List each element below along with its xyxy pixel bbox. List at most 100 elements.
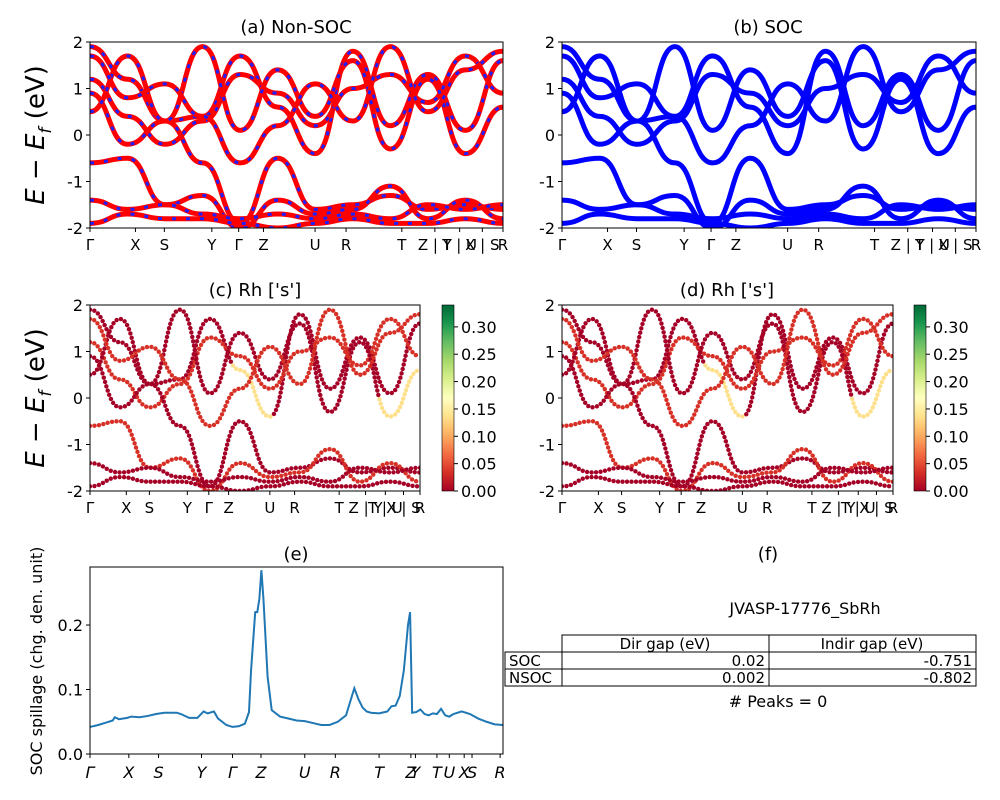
kpoint-label: T | U <box>914 236 950 254</box>
projection-dot <box>389 316 394 322</box>
projection-dot <box>221 367 226 372</box>
projection-dot <box>125 379 130 385</box>
projection-dot <box>563 370 569 376</box>
projection-dot <box>670 472 675 477</box>
projection-dot <box>651 479 657 484</box>
projection-dot <box>102 379 108 385</box>
projection-dot <box>184 429 190 434</box>
projection-dot <box>746 373 751 378</box>
panel-c-plot-area <box>90 305 420 491</box>
projection-dot <box>286 371 291 376</box>
projection-dot <box>826 370 831 376</box>
projection-dot <box>608 348 614 353</box>
projection-dot <box>602 386 607 392</box>
projection-dot <box>413 465 418 471</box>
projection-dot <box>393 461 398 467</box>
projection-dot <box>672 382 678 388</box>
projection-dot <box>330 308 336 313</box>
projection-dot <box>785 366 790 371</box>
projection-dot <box>330 484 335 489</box>
kpoint-label: R <box>415 499 425 517</box>
projection-dot <box>607 361 613 367</box>
projection-dot <box>598 469 603 474</box>
projection-dot <box>256 377 262 383</box>
projection-dot <box>751 473 756 479</box>
kpoint-label: S <box>617 499 627 517</box>
projection-dot <box>223 345 228 350</box>
projection-dot <box>111 321 116 326</box>
projection-dot <box>158 380 164 386</box>
projection-dot <box>292 470 297 475</box>
projection-dot <box>158 365 163 370</box>
projection-dot <box>593 377 598 383</box>
projection-dot <box>702 464 707 469</box>
projection-dot <box>100 318 105 324</box>
projection-dot <box>179 479 185 484</box>
projection-dot <box>564 423 569 428</box>
projection-dot <box>824 484 830 489</box>
projection-dot <box>577 345 583 351</box>
projection-dot <box>800 479 805 484</box>
projection-dot <box>666 459 671 464</box>
projection-dot <box>400 468 405 474</box>
projection-dot <box>92 308 97 313</box>
projection-dot <box>860 479 865 484</box>
projection-dot <box>665 352 671 357</box>
projection-dot <box>661 389 666 394</box>
projection-dot <box>685 336 691 341</box>
projection-dot <box>358 372 363 377</box>
projection-dot <box>657 429 662 434</box>
kpoint-label: S <box>145 499 155 517</box>
projection-dot <box>318 337 324 343</box>
projection-dot <box>880 345 885 351</box>
kpoint-label: U <box>737 499 748 517</box>
projection-dot <box>364 465 370 471</box>
projection-dot <box>675 318 681 324</box>
projection-dot <box>174 382 179 387</box>
projection-dot <box>334 484 340 489</box>
projection-dot <box>720 475 726 481</box>
projection-dot <box>116 377 122 382</box>
kpoint-label: Γ <box>205 499 214 517</box>
projection-dot <box>671 378 676 384</box>
projection-dot <box>785 344 790 350</box>
projection-dot <box>701 351 707 356</box>
projection-dot <box>286 359 291 364</box>
projection-dot <box>171 313 176 318</box>
projection-dot <box>883 371 889 377</box>
projection-dot <box>705 353 711 358</box>
projection-dot <box>219 485 225 490</box>
projection-dot <box>594 319 599 324</box>
projection-dot <box>630 365 635 371</box>
projection-dot <box>388 414 394 419</box>
ytick-label: 0.2 <box>58 616 83 635</box>
projection-dot <box>714 355 720 360</box>
projection-dot <box>371 355 376 361</box>
kpoint-label: U <box>264 499 275 517</box>
projection-dot <box>809 398 814 404</box>
projection-dot <box>336 398 342 403</box>
projection-dot <box>256 402 262 407</box>
projection-dot <box>706 461 711 467</box>
projection-dot <box>397 480 402 485</box>
colorbar-bar <box>441 304 455 492</box>
projection-dot <box>388 479 393 484</box>
projection-dot <box>281 371 286 377</box>
projection-dot <box>248 375 254 380</box>
projection-dot <box>690 416 695 421</box>
band-line <box>562 197 976 222</box>
projection-dot <box>219 464 225 469</box>
projection-dot <box>92 341 97 346</box>
projection-dot <box>290 326 296 332</box>
projection-dot <box>402 321 407 327</box>
projection-dot <box>789 368 795 373</box>
projection-dot <box>639 378 645 383</box>
projection-dot <box>765 315 771 321</box>
projection-dot <box>872 371 877 377</box>
projection-dot <box>773 469 778 475</box>
projection-dot <box>573 421 578 427</box>
projection-dot <box>90 484 93 489</box>
projection-dot <box>621 344 626 350</box>
